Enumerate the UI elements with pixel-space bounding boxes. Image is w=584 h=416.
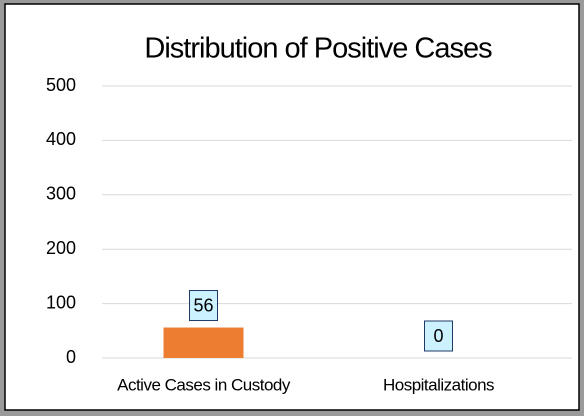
data-label-box <box>424 320 453 352</box>
y-tick-label: 500 <box>46 75 76 95</box>
y-tick-label: 400 <box>46 129 76 149</box>
data-label-box <box>189 290 218 322</box>
x-tick-label: Hospitalizations <box>383 375 494 394</box>
chart-area <box>4 3 580 411</box>
x-tick-label: Active Cases in Custody <box>117 375 291 394</box>
data-label: 56 <box>193 295 213 315</box>
bar <box>163 327 244 358</box>
data-label: 0 <box>433 326 443 346</box>
y-tick-label: 0 <box>66 347 76 367</box>
y-tick-label: 100 <box>46 292 76 312</box>
y-tick-label: 300 <box>46 184 76 204</box>
chart-title: Distribution of Positive Cases <box>144 33 492 65</box>
y-tick-label: 200 <box>46 238 76 258</box>
